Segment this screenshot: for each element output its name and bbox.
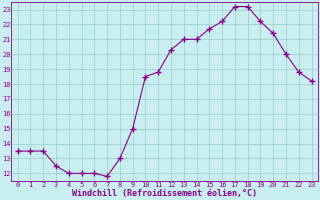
- X-axis label: Windchill (Refroidissement éolien,°C): Windchill (Refroidissement éolien,°C): [72, 189, 257, 198]
